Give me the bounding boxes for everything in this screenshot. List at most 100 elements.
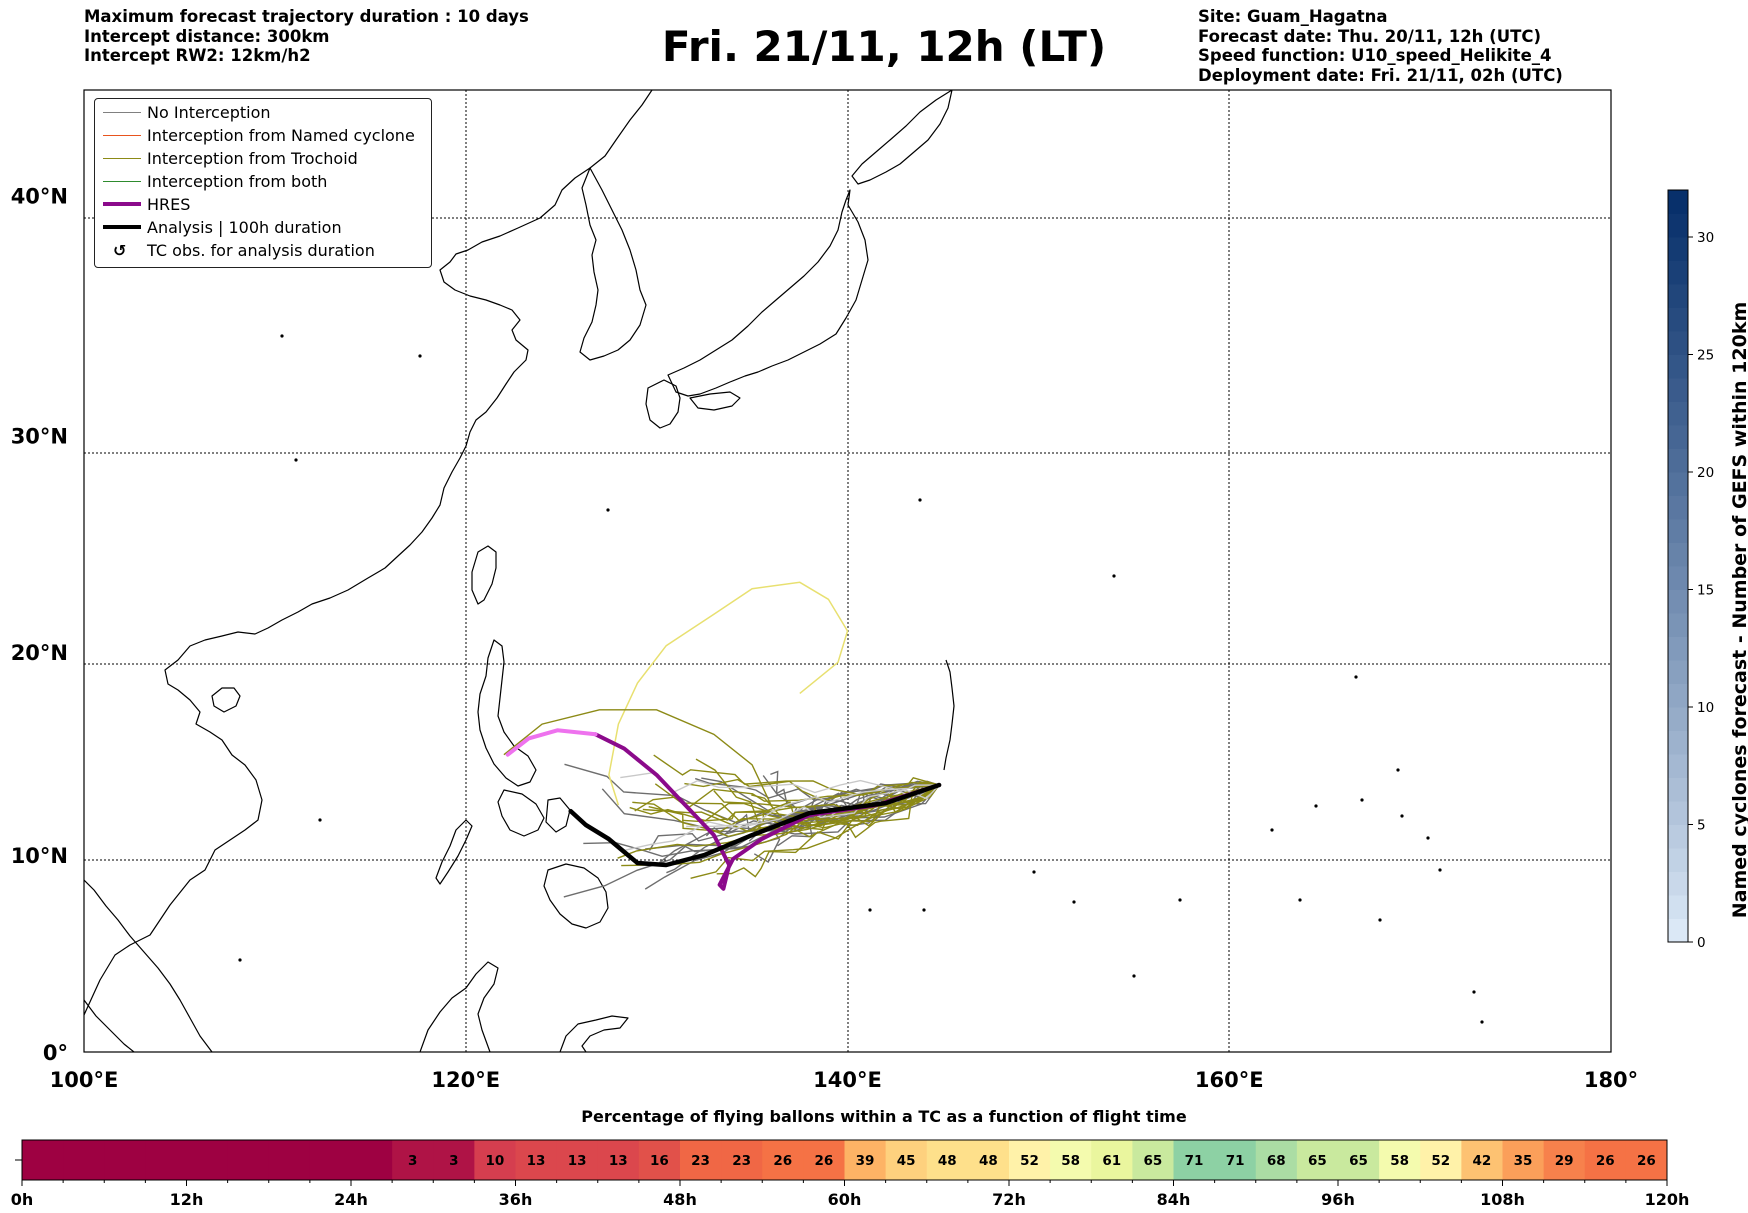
- pct-cell: [186, 1140, 229, 1180]
- ensemble-trajectory: [686, 784, 940, 828]
- pct-cell: [1296, 1140, 1339, 1180]
- legend-swatch-hres: [103, 202, 141, 206]
- pct-cell-label: 65: [1144, 1153, 1163, 1169]
- legend-label: Interception from both: [147, 172, 328, 191]
- pct-cell-label: 58: [1390, 1153, 1409, 1169]
- pct-cell: [680, 1140, 722, 1180]
- coast-visayas: [497, 789, 571, 837]
- pct-hour-label: 0h: [11, 1190, 34, 1209]
- colorbar-step: [1668, 260, 1688, 285]
- legend-item-both: Interception from both: [95, 170, 431, 193]
- pct-cell: [1214, 1140, 1257, 1180]
- ensemble-trajectory: [608, 581, 849, 806]
- header-speed-function: Speed function: U10_speed_Helikite_4: [1198, 46, 1552, 65]
- pct-cell-label: 71: [1226, 1153, 1245, 1169]
- colorbar-ticks: 0 5 10 15 20 25 30: [1688, 230, 1714, 951]
- coast-marianas: [943, 659, 955, 771]
- coast-hainan: [211, 687, 241, 713]
- coast-japan-hokkaido: [851, 90, 953, 185]
- pct-cell-label: 65: [1349, 1153, 1368, 1169]
- lon-tick-label: 160°E: [1195, 1068, 1264, 1092]
- pct-cell-label: 13: [609, 1153, 628, 1169]
- pct-cell: [104, 1140, 146, 1180]
- header-intercept-rw2: Intercept RW2: 12km/h2: [84, 46, 311, 65]
- legend-item-trochoid: Interception from Trochoid: [95, 147, 431, 170]
- pct-cell-label: 48: [979, 1153, 998, 1169]
- cyclone-symbol-icon: ↺: [113, 241, 127, 260]
- lon-tick-label: 100°E: [50, 1068, 119, 1092]
- coast-japan-honshu: [667, 189, 869, 397]
- legend-swatch-trochoid: [103, 158, 141, 159]
- pct-cell-label: 52: [1431, 1153, 1450, 1169]
- coast-sulawesi: [559, 1015, 629, 1052]
- colorbar-step: [1668, 401, 1688, 426]
- colorbar-step: [1668, 519, 1688, 543]
- map-title: Fri. 21/11, 12h (LT): [661, 22, 1107, 71]
- pct-cell: [515, 1140, 558, 1180]
- pct-cell-label: 39: [856, 1153, 875, 1169]
- colorbar-step: [1668, 613, 1688, 637]
- colorbar-step: [1668, 848, 1688, 872]
- pct-cell: [268, 1140, 311, 1180]
- pct-cell: [597, 1140, 640, 1180]
- legend: No Interception Interception from Named …: [94, 98, 432, 268]
- coast-malay: [84, 879, 213, 1052]
- lat-tick-labels: 0° 10°N 20°N 30°N 40°N: [11, 185, 68, 1065]
- pct-cell: [1461, 1140, 1503, 1180]
- coast-korea: [579, 167, 647, 361]
- pct-cell-label: 3: [449, 1153, 458, 1169]
- percentage-bar: 3 3 10 13 13 13 16 23 23 26 26 39 45 48 48 52 58 61 65 71 71…: [21, 1139, 1668, 1181]
- ensemble-trajectory: [713, 784, 940, 827]
- legend-label: HRES: [147, 195, 191, 214]
- legend-item-no-interception: No Interception: [95, 101, 431, 124]
- pct-hour-label: 24h: [334, 1190, 368, 1209]
- pct-hour-label: 36h: [499, 1190, 533, 1209]
- lon-tick-labels: 100°E 120°E 140°E 160°E 180°: [50, 1068, 1639, 1092]
- colorbar-tick-label: 15: [1697, 583, 1714, 599]
- hres-track-late: [505, 728, 598, 757]
- legend-label: No Interception: [147, 103, 271, 122]
- header-left: Maximum forecast trajectory duration : 1…: [84, 7, 529, 66]
- pct-cell-label: 48: [938, 1153, 957, 1169]
- pct-hour-label: 12h: [170, 1190, 204, 1209]
- colorbar-step: [1668, 636, 1688, 661]
- colorbar-frame: [1667, 189, 1689, 943]
- colorbar-step: [1668, 495, 1688, 520]
- pct-cell-label: 26: [1637, 1153, 1656, 1169]
- pct-cell-label: 23: [691, 1153, 710, 1169]
- pct-cell: [474, 1140, 516, 1180]
- pct-cell: [638, 1140, 681, 1180]
- pct-hour-label: 48h: [663, 1190, 697, 1209]
- colorbar-step: [1668, 660, 1688, 684]
- colorbar-step: [1668, 801, 1688, 825]
- coast-asia-mainland: [84, 90, 653, 1016]
- pct-hour-label: 72h: [992, 1190, 1026, 1209]
- colorbar-step: [1668, 730, 1688, 755]
- legend-item-analysis: Analysis | 100h duration: [95, 216, 431, 239]
- coast-borneo: [419, 961, 499, 1052]
- pct-cell-label: 71: [1185, 1153, 1204, 1169]
- colorbar-step: [1668, 777, 1688, 802]
- colorbar-tick-label: 0: [1697, 935, 1706, 951]
- lon-tick-label: 180°: [1584, 1068, 1638, 1092]
- pct-cell: [1420, 1140, 1462, 1180]
- pct-cell-label: 52: [1020, 1153, 1039, 1169]
- pct-cell: [392, 1140, 434, 1180]
- pct-cell-label: 68: [1267, 1153, 1286, 1169]
- legend-item-named-cyclone: Interception from Named cyclone: [95, 124, 431, 147]
- analysis-track: [568, 782, 942, 868]
- pct-cell: [721, 1140, 763, 1180]
- colorbar-label: Named cyclones forecast - Number of GEFS…: [1729, 301, 1748, 919]
- colorbar-step: [1668, 425, 1688, 449]
- pct-cell-label: 45: [897, 1153, 916, 1169]
- pct-cell: [1543, 1140, 1586, 1180]
- colorbar-tick-label: 20: [1697, 465, 1714, 481]
- pct-cell: [1173, 1140, 1216, 1180]
- pct-cell: [1050, 1140, 1092, 1180]
- pct-cell-label: 10: [486, 1153, 505, 1169]
- colorbar-tick-label: 25: [1697, 348, 1714, 364]
- pct-cell-label: 23: [732, 1153, 751, 1169]
- colorbar-step: [1668, 895, 1688, 919]
- pct-cell: [1584, 1140, 1627, 1180]
- pct-cell: [844, 1140, 887, 1180]
